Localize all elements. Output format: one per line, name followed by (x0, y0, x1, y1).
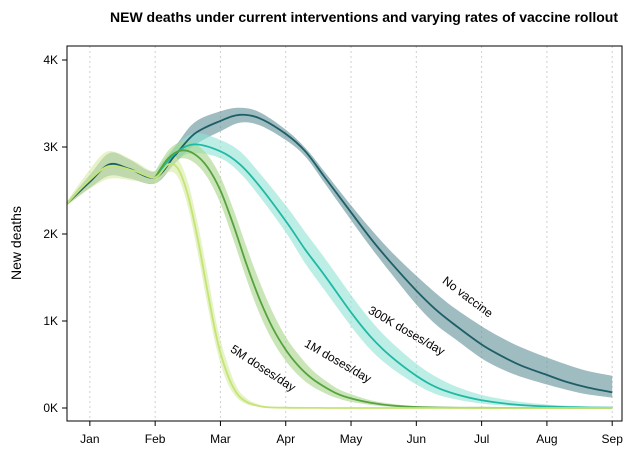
series-lines (66, 113, 613, 409)
y-tick-label-3k: 3K (43, 140, 58, 154)
x-tick-label-sep: Sep (602, 432, 624, 446)
band-5m-doses-day (67, 150, 613, 409)
x-tick-label-jan: Jan (80, 432, 99, 446)
band-no-vaccine (67, 107, 613, 398)
x-tick-label-jun: Jun (407, 432, 426, 446)
chart-title: NEW deaths under current interventions a… (110, 9, 618, 25)
x-tick-label-aug: Aug (536, 432, 557, 446)
y-tick-label-2k: 2K (43, 227, 58, 241)
x-tick-label-apr: Apr (276, 432, 295, 446)
x-tick-label-jul: Jul (474, 432, 489, 446)
y-tick-label-1k: 1K (43, 314, 58, 328)
y-axis-label: New deaths (8, 206, 24, 280)
x-tick-label-may: May (340, 432, 363, 446)
band-1m-doses-day (155, 141, 613, 408)
line-300k-doses-day (154, 143, 613, 409)
x-tick-label-mar: Mar (210, 432, 231, 446)
axes: Jan Feb Mar Apr May Jun Jul Aug Sep 0K 1K 2K 3K 4K (43, 53, 623, 446)
line-5m-doses-day (66, 162, 613, 409)
y-tick-label-0k: 0K (43, 401, 58, 415)
y-tick-label-4k: 4K (43, 53, 58, 67)
confidence-bands (67, 107, 613, 409)
line-no-vaccine (66, 113, 613, 394)
x-tick-label-feb: Feb (145, 432, 166, 446)
band-300k-doses-day (155, 132, 613, 408)
